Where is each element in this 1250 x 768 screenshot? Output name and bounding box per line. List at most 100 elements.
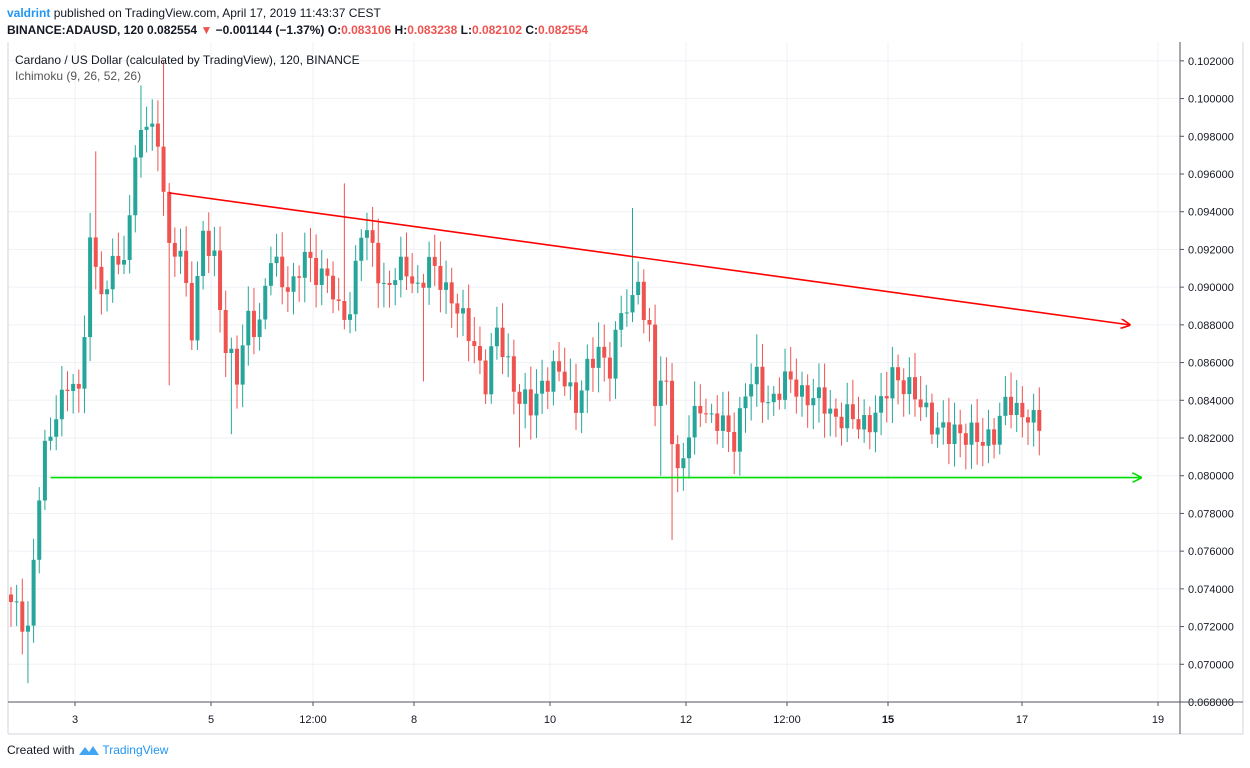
- candle-body: [986, 429, 991, 446]
- candle-body: [517, 391, 522, 404]
- y-tick-label: 0.084000: [1188, 395, 1234, 407]
- candle-body: [31, 559, 36, 626]
- legend-title: Cardano / US Dollar (calculated by Tradi…: [15, 53, 360, 67]
- candle-body: [946, 422, 951, 445]
- candle-body: [907, 377, 912, 395]
- candle-body: [551, 361, 556, 392]
- y-tick-label: 0.076000: [1188, 546, 1234, 558]
- candle-body: [444, 282, 449, 290]
- high-value: 0.083238: [407, 23, 458, 37]
- candle-body: [771, 393, 776, 403]
- candle-body: [427, 256, 432, 288]
- candle-body: [816, 387, 821, 399]
- candle-body: [969, 422, 974, 445]
- candle-body: [528, 389, 533, 416]
- candle-body: [952, 424, 957, 445]
- candle-body: [664, 380, 669, 382]
- candle-body: [172, 242, 177, 257]
- tradingview-link[interactable]: TradingView: [78, 741, 168, 759]
- candle-body: [788, 371, 793, 380]
- candle-body: [1037, 409, 1042, 431]
- candle-body: [76, 383, 81, 389]
- candle-body: [251, 310, 256, 338]
- author-name[interactable]: valdrint: [7, 6, 51, 20]
- candle-body: [472, 341, 477, 347]
- candle-body: [325, 268, 330, 276]
- candle-body: [845, 404, 850, 429]
- candle-body: [653, 324, 658, 407]
- x-tick-label: 19: [1152, 714, 1164, 726]
- candle-body: [201, 230, 206, 277]
- candle-body: [212, 250, 217, 256]
- candle-body: [619, 313, 624, 330]
- candle-body: [873, 412, 878, 433]
- candle-body: [449, 282, 454, 304]
- y-tick-label: 0.100000: [1188, 94, 1234, 106]
- footer: Created with TradingView: [7, 741, 168, 759]
- candle-body: [828, 408, 833, 414]
- candle-body: [963, 433, 968, 445]
- candle-body: [229, 348, 234, 354]
- candle-body: [93, 237, 98, 267]
- brand-name: TradingView: [102, 743, 169, 757]
- candle-body: [624, 312, 629, 314]
- candle-body: [1009, 396, 1014, 415]
- candle-body: [410, 276, 415, 284]
- candle-body: [25, 625, 30, 632]
- candle-body: [1003, 396, 1008, 416]
- candle-body: [641, 281, 646, 320]
- candle-body: [698, 405, 703, 414]
- y-tick-label: 0.096000: [1188, 169, 1234, 181]
- candle-body: [297, 276, 302, 278]
- symbol: BINANCE:ADAUSD, 120: [7, 23, 144, 37]
- candle-body: [613, 329, 618, 379]
- candle-body: [822, 387, 827, 414]
- candle-body: [432, 256, 437, 266]
- candle-body: [398, 256, 403, 281]
- candle-body: [127, 215, 132, 260]
- candle-body: [511, 356, 516, 392]
- candle-body: [455, 303, 460, 314]
- candle-body: [155, 123, 160, 147]
- candle-body: [99, 266, 104, 295]
- time-axis[interactable]: 3 5 12:00 8 10 12 12:00 15 17 19: [8, 701, 1243, 726]
- publish-header: valdrint published on TradingView.com, A…: [7, 4, 381, 22]
- candle-body: [122, 259, 126, 265]
- candle-body: [896, 367, 901, 381]
- candle-body: [568, 382, 573, 387]
- x-tick-label: 12:00: [299, 714, 327, 726]
- candle-body: [975, 422, 980, 443]
- candle-body: [167, 191, 172, 243]
- y-tick-label: 0.088000: [1188, 320, 1234, 332]
- y-tick-label: 0.068000: [1188, 697, 1234, 709]
- change-value: −0.001144 (−1.37%): [215, 23, 325, 37]
- candle-body: [726, 415, 731, 432]
- candle-body: [737, 408, 742, 452]
- candle-body: [681, 458, 686, 469]
- candle-body: [105, 289, 110, 295]
- candle-body: [461, 308, 465, 314]
- candle-body: [607, 357, 612, 379]
- candle-body: [777, 393, 782, 400]
- candle-body: [370, 230, 375, 243]
- candle-body: [523, 389, 528, 404]
- plot-background: [8, 42, 1180, 702]
- candle-body: [116, 255, 121, 265]
- price-chart[interactable]: 0.068000 0.070000 0.072000 0.074000 0.076000…: [0, 42, 1250, 737]
- x-tick-label: 15: [882, 714, 894, 726]
- candle-body: [246, 310, 251, 346]
- price-axis[interactable]: 0.068000 0.070000 0.072000 0.074000 0.076000…: [1179, 42, 1234, 734]
- x-tick-label: 3: [72, 714, 78, 726]
- candle-body: [709, 413, 714, 415]
- open-value: 0.083106: [341, 23, 392, 37]
- x-tick-label: 12:00: [773, 714, 801, 726]
- candle-body: [557, 361, 562, 372]
- y-tick-label: 0.092000: [1188, 244, 1234, 256]
- candle-body: [20, 601, 25, 632]
- annotations: [50, 192, 1141, 478]
- y-tick-label: 0.072000: [1188, 622, 1234, 634]
- candle-body: [941, 422, 946, 428]
- candle-body: [274, 256, 279, 264]
- candle-body: [483, 360, 488, 395]
- high-label: H:: [394, 23, 408, 37]
